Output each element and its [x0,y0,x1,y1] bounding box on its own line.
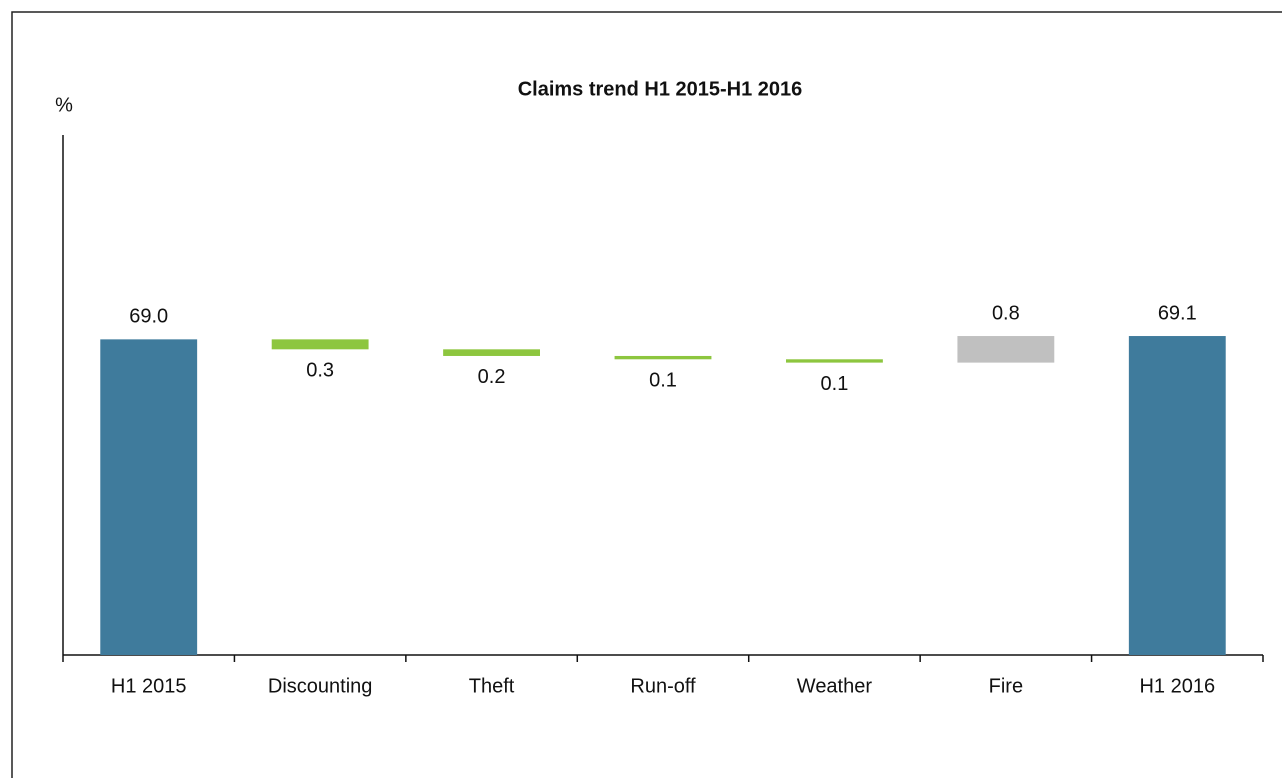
value-label: 0.1 [649,370,677,392]
value-label: 0.8 [992,302,1020,324]
x-tick-label: Discounting [268,675,373,697]
x-tick-label: Run-off [630,675,696,697]
chart-title: Claims trend H1 2015-H1 2016 [518,78,803,100]
value-label: 0.1 [821,373,849,395]
bar [614,355,712,360]
value-label: 69.0 [129,306,168,328]
bar [271,339,369,350]
bar [443,349,540,356]
y-axis-label: % [55,94,73,116]
frame [11,11,1282,778]
value-label: 0.3 [306,360,334,382]
value-label: 69.1 [1158,302,1197,324]
value-label: 0.2 [478,366,506,388]
x-tick-label: H1 2015 [111,675,187,697]
x-tick-label: H1 2016 [1139,675,1215,697]
x-tick-label: Weather [797,675,873,697]
bar [1128,336,1226,655]
x-tick-label: Fire [989,675,1023,697]
x-tick-label: Theft [469,675,515,697]
bar [786,359,883,363]
bar [100,339,198,655]
bar [957,336,1055,363]
